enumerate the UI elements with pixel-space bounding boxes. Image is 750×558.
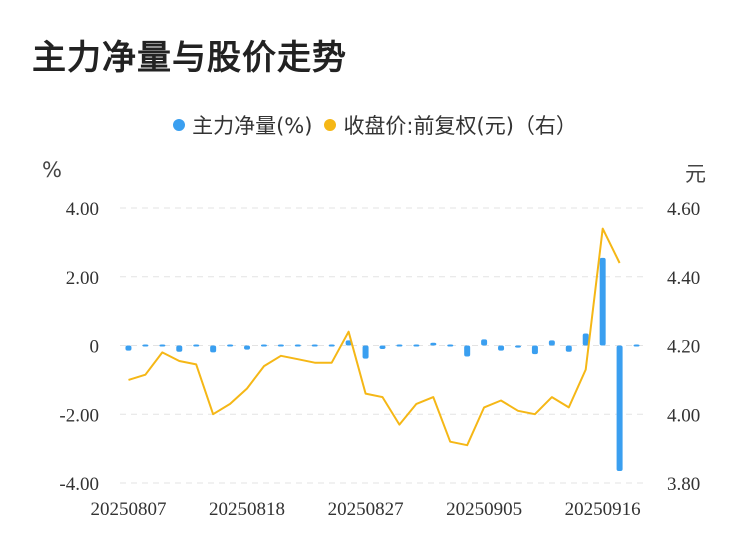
bar: [565, 345, 572, 352]
bar: [582, 333, 589, 346]
legend-label-close-price: 收盘价:前复权(元)（右）: [343, 114, 577, 138]
bar: [125, 345, 132, 351]
right-axis-unit: 元: [685, 162, 706, 186]
y-left-tick-label: -4.00: [59, 474, 99, 495]
legend-label-net-volume: 主力净量(%): [192, 114, 313, 138]
chart-title: 主力净量与股价走势: [32, 38, 347, 78]
bar: [362, 345, 369, 359]
bar: [481, 339, 488, 346]
bar: [193, 344, 200, 347]
bar: [142, 344, 149, 347]
bar: [311, 344, 318, 347]
bar: [328, 344, 335, 347]
y-right-tick-label: 4.40: [667, 268, 700, 289]
bar: [633, 344, 640, 347]
x-tick-label: 20250916: [565, 499, 641, 520]
bar: [514, 345, 521, 348]
bar: [616, 345, 623, 471]
bar: [210, 345, 217, 353]
x-tick-label: 20250905: [446, 499, 522, 520]
bar: [159, 344, 166, 347]
y-left-tick-label: 0: [90, 337, 100, 358]
y-right-tick-label: 4.00: [667, 405, 700, 426]
x-tick-label: 20250807: [90, 499, 166, 520]
bar: [345, 340, 352, 346]
legend-dot-bar: [173, 119, 186, 131]
y-right-tick-label: 3.80: [667, 474, 700, 495]
bar: [548, 340, 555, 346]
bar: [294, 344, 301, 347]
legend-item-close-price[interactable]: 收盘价:前复权(元)（右）: [324, 110, 577, 140]
bar: [413, 344, 420, 347]
x-tick-label: 20250818: [209, 499, 285, 520]
bar: [447, 344, 454, 347]
y-left-tick-label: 2.00: [66, 268, 99, 289]
legend: 主力净量(%) 收盘价:前复权(元)（右）: [0, 110, 750, 140]
left-axis-unit: %: [42, 158, 62, 182]
y-left-tick-label: -2.00: [59, 405, 99, 426]
bar: [531, 345, 538, 355]
bar: [277, 344, 284, 347]
y-left-tick-label: 4.00: [66, 199, 99, 220]
price-line: [128, 227, 621, 447]
bar: [244, 345, 251, 350]
bar: [379, 345, 386, 349]
x-tick-label: 20250827: [328, 499, 404, 520]
bar: [430, 342, 437, 346]
bar: [599, 257, 606, 346]
y-right-tick-label: 4.60: [667, 199, 700, 220]
bar: [260, 344, 267, 347]
bar: [176, 345, 183, 352]
y-right-tick-label: 4.20: [667, 337, 700, 358]
bar: [498, 345, 505, 351]
bar: [396, 344, 403, 347]
bar: [464, 345, 471, 357]
bar: [227, 344, 234, 347]
legend-item-net-volume[interactable]: 主力净量(%): [173, 110, 312, 140]
legend-dot-line: [324, 119, 337, 131]
